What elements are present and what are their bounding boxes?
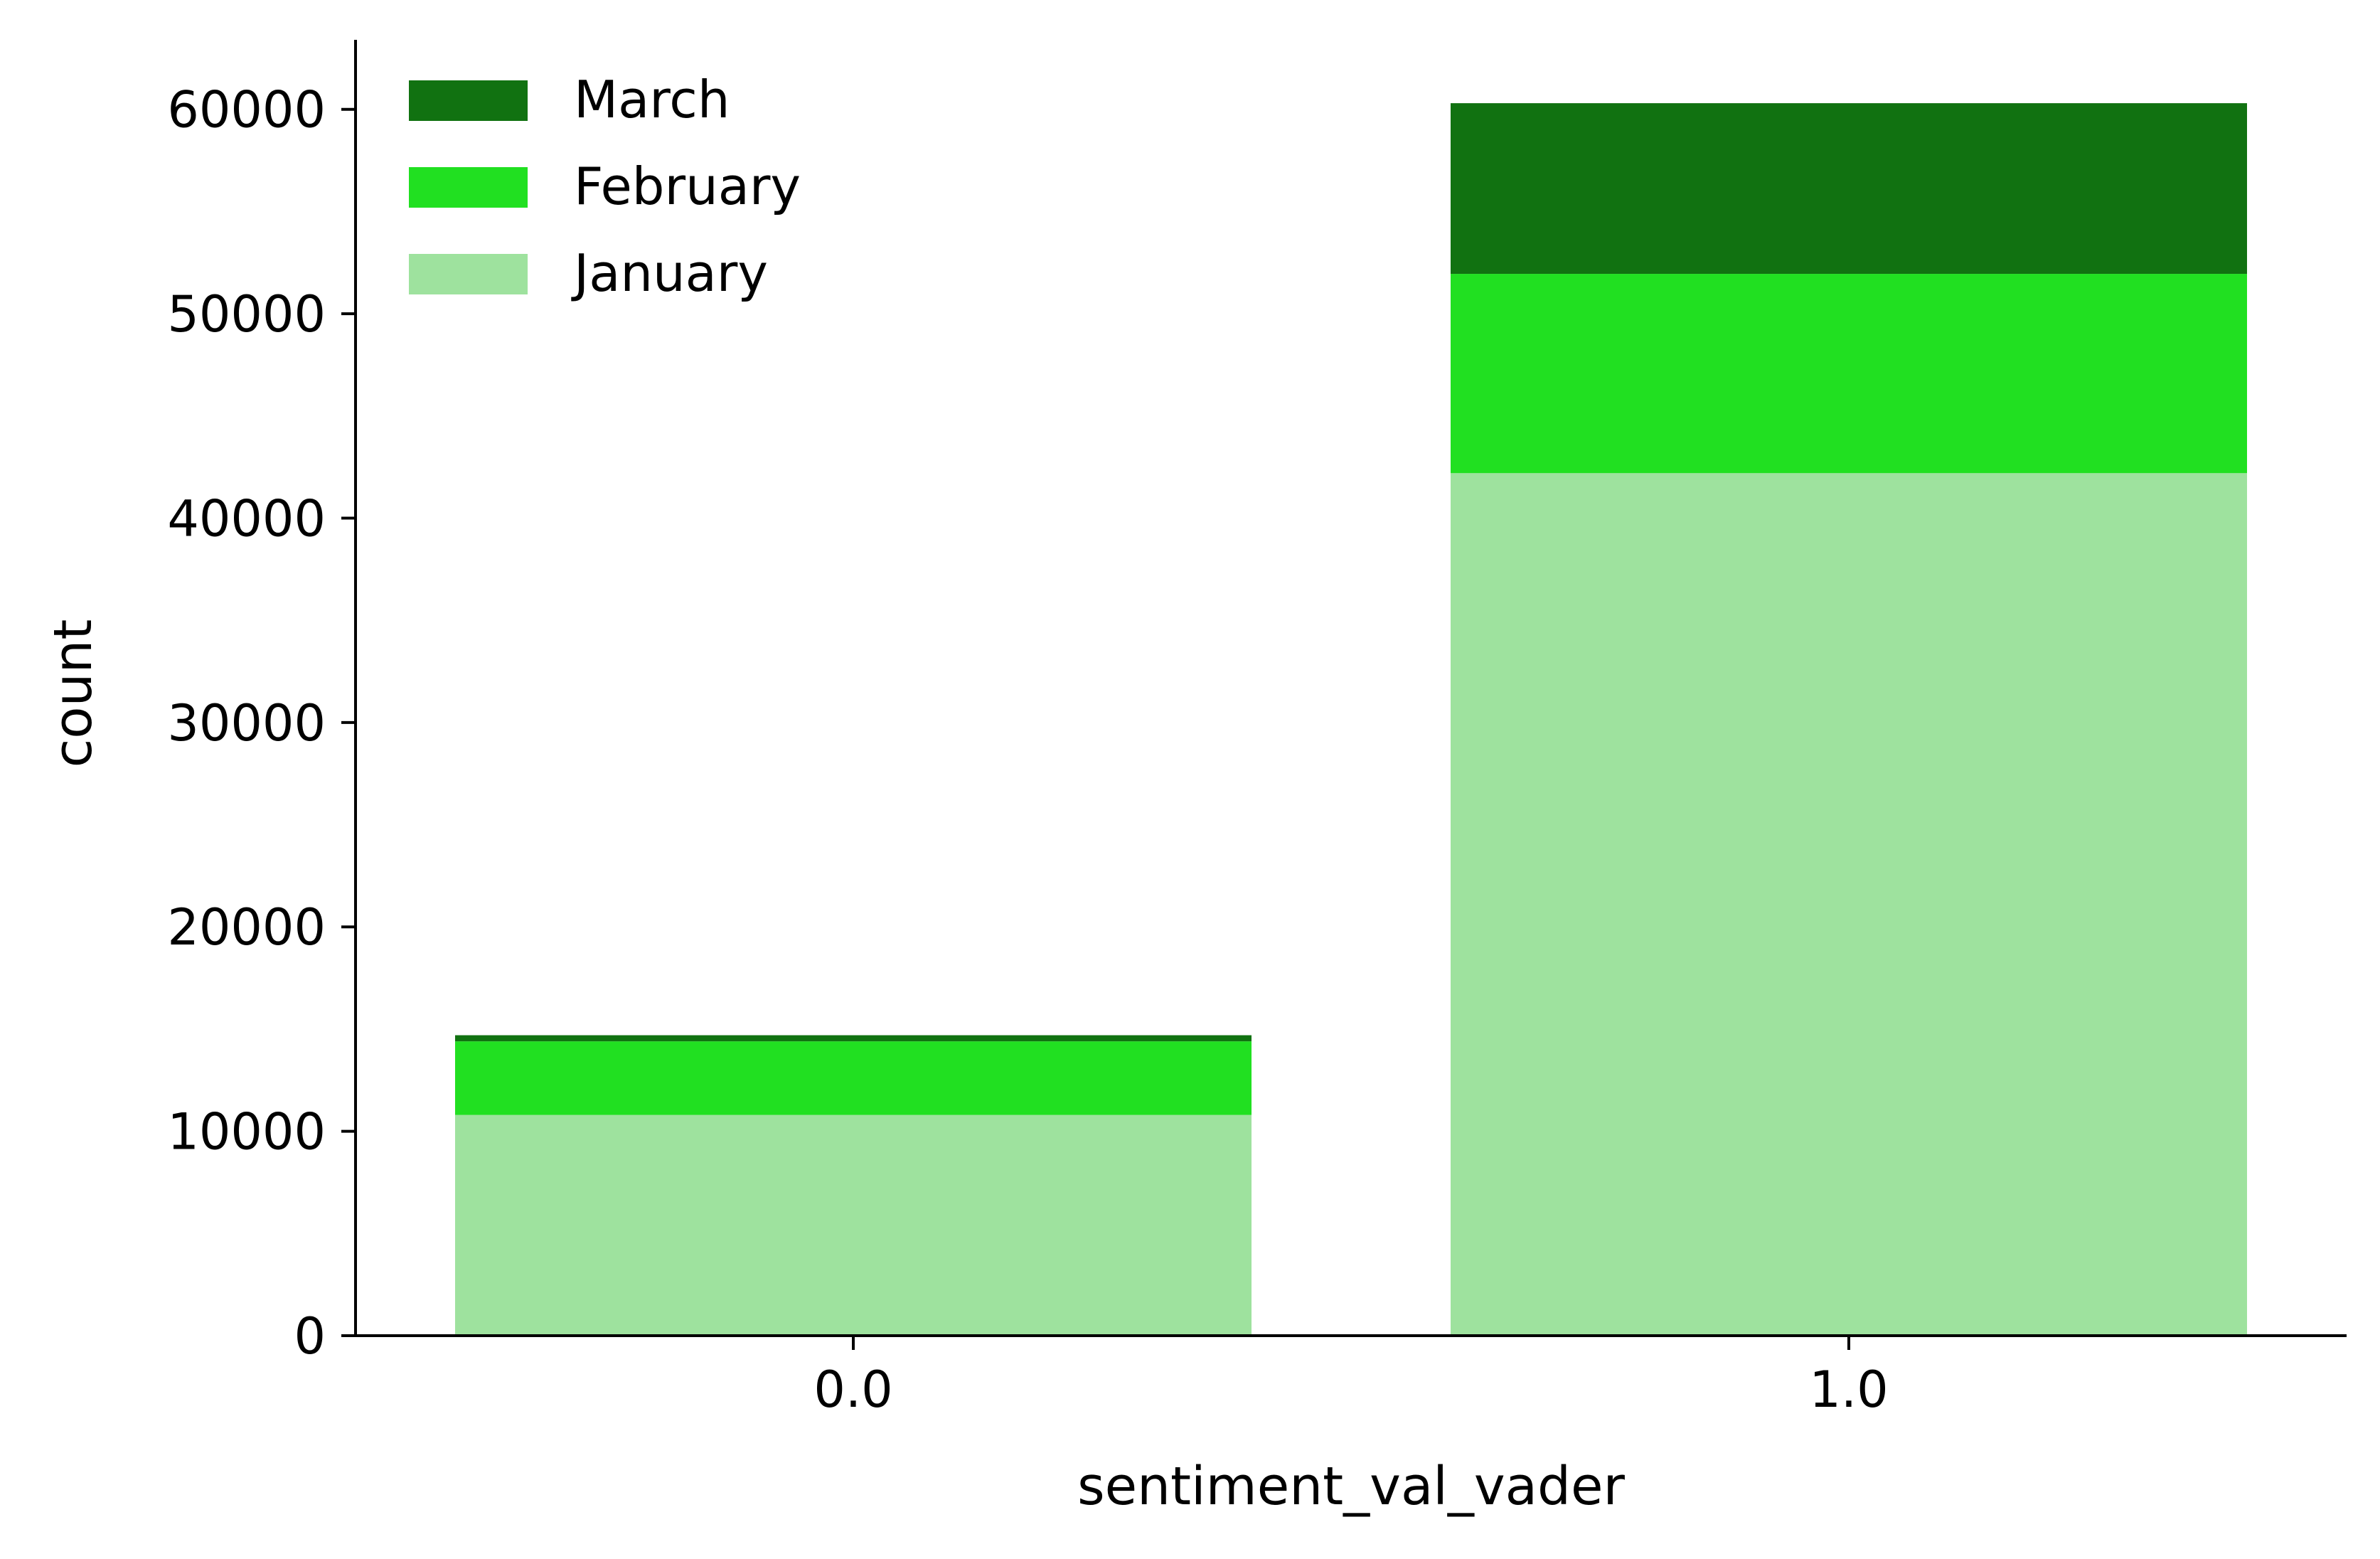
bar-march-1-0 xyxy=(1451,103,2247,275)
bar-march-0-0 xyxy=(455,1035,1252,1042)
legend-swatch-january xyxy=(409,254,528,294)
bars-layer xyxy=(455,103,2247,1336)
legend: March February January xyxy=(409,70,801,303)
x-ticks: 0.0 1.0 xyxy=(813,1336,1889,1419)
y-tick-label: 0 xyxy=(294,1307,326,1366)
legend-label-march: March xyxy=(574,70,730,129)
y-ticks: 0 10000 20000 30000 40000 50000 60000 xyxy=(167,81,356,1366)
y-axis-label: count xyxy=(43,619,104,768)
x-tick-label: 1.0 xyxy=(1809,1361,1888,1419)
y-tick-label: 60000 xyxy=(167,81,326,139)
legend-label-february: February xyxy=(574,156,801,216)
bar-january-0-0 xyxy=(455,1114,1252,1336)
x-axis-label: sentiment_val_vader xyxy=(1077,1456,1625,1517)
bar-february-1-0 xyxy=(1451,274,2247,474)
x-tick-label: 0.0 xyxy=(813,1361,892,1419)
legend-swatch-march xyxy=(409,80,528,121)
legend-label-january: January xyxy=(571,243,768,303)
y-tick-label: 10000 xyxy=(167,1103,326,1161)
bar-january-1-0 xyxy=(1451,473,2247,1336)
y-tick-label: 30000 xyxy=(167,694,326,752)
y-tick-label: 20000 xyxy=(167,898,326,957)
axes-layer xyxy=(354,40,2347,1337)
y-tick-label: 40000 xyxy=(167,489,326,548)
legend-swatch-february xyxy=(409,167,528,208)
bar-february-0-0 xyxy=(455,1041,1252,1115)
y-tick-label: 50000 xyxy=(167,285,326,344)
